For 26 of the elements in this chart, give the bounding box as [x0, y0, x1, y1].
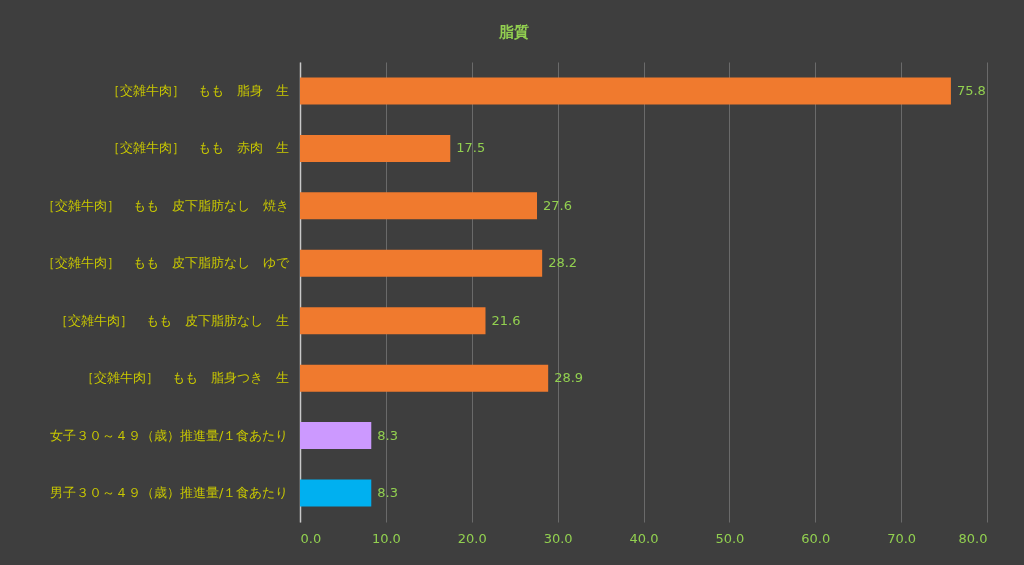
x-tick-label: 10.0 — [371, 530, 401, 546]
data-label: 8.3 — [377, 485, 398, 500]
x-tick-label: 70.0 — [887, 530, 917, 546]
data-label: 27.6 — [543, 197, 572, 213]
chart-title: 脂質 — [498, 23, 529, 41]
x-tick-label: 50.0 — [715, 530, 745, 546]
data-label: 28.9 — [554, 370, 584, 386]
data-label: 21.6 — [491, 312, 521, 328]
x-tick-label: 20.0 — [457, 530, 487, 546]
x-tick-label: 60.0 — [801, 530, 831, 546]
y-tick-label: ［交雑牛肉］ もも 脂身つき 生 — [80, 370, 289, 386]
y-tick-label: 女子３０～４９（歳）推進量/１食あたり — [50, 427, 289, 443]
y-tick-label: ［交雑牛肉］ もも 脂身 生 — [106, 83, 289, 98]
data-label: 8.3 — [377, 427, 398, 443]
x-tick-label: 80.0 — [958, 530, 988, 546]
x-tick-label: 30.0 — [543, 530, 573, 546]
y-tick-label: 男子３０～４９（歳）推進量/１食あたり — [50, 485, 289, 500]
y-tick-label: ［交雑牛肉］ もも 皮下脂肪なし 焼き — [41, 197, 289, 213]
x-tick-label: 40.0 — [629, 530, 659, 546]
x-tick-label: 0.0 — [300, 530, 322, 546]
data-label: 75.8 — [956, 83, 986, 98]
data-label: 28.2 — [548, 255, 578, 271]
data-label: 17.5 — [456, 140, 486, 156]
y-tick-label: ［交雑牛肉］ もも 皮下脂肪なし ゆで — [41, 255, 290, 271]
y-tick-label: ［交雑牛肉］ もも 赤肉 生 — [106, 140, 289, 156]
y-tick-label: ［交雑牛肉］ もも 皮下脂肪なし 生 — [54, 312, 289, 328]
